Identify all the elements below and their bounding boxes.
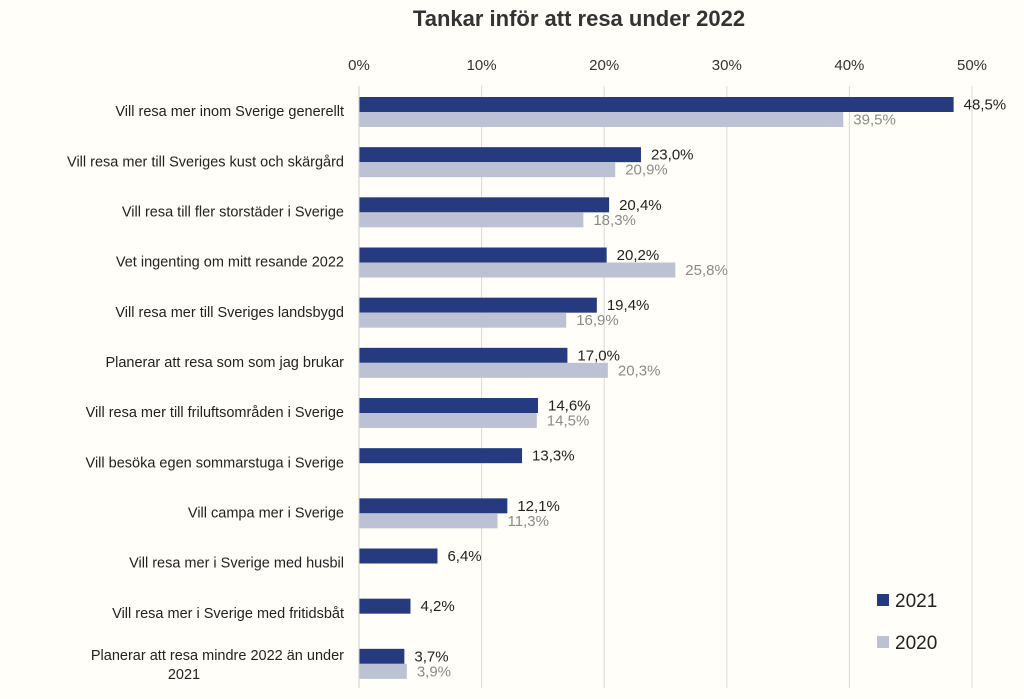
x-tick-label: 30% [712, 57, 742, 74]
legend-swatch-2021 [877, 594, 889, 606]
data-label-2021: 4,2% [420, 598, 454, 615]
bar-2020 [359, 262, 676, 278]
bar-2020 [359, 312, 567, 328]
bar-2021 [359, 97, 954, 112]
data-label-2021: 12,1% [517, 498, 560, 515]
data-label-2021: 3,7% [414, 648, 448, 665]
bar-2021 [359, 398, 538, 413]
bar-2020 [359, 413, 537, 428]
data-label-2021: 6,4% [447, 548, 481, 565]
data-label-2020: 39,5% [853, 112, 896, 129]
category-label: Vill resa mer i Sverige med fritidsbåt [112, 606, 344, 622]
bar-2021 [359, 297, 597, 313]
data-label-2021: 17,0% [577, 347, 620, 364]
data-label-2021: 19,4% [607, 297, 650, 314]
category-label: Vill campa mer i Sverige [188, 505, 344, 521]
data-label-2021: 23,0% [651, 147, 694, 164]
bar-2021 [359, 548, 438, 564]
legend-swatch-2020 [877, 636, 889, 648]
category-label: Vill besöka egen sommarstuga i Sverige [86, 455, 344, 471]
legend-label-2020: 2020 [895, 633, 937, 654]
bar-2021 [359, 347, 568, 363]
bar-2020 [359, 212, 584, 228]
x-tick-label: 20% [589, 57, 619, 74]
bar-2021 [359, 648, 405, 664]
category-label-line: Planerar att resa mindre 2022 än under [91, 648, 344, 664]
category-label-line: 2021 [168, 667, 200, 683]
bar-2020 [359, 112, 844, 127]
data-label-2020: 18,3% [593, 212, 636, 229]
data-label-2020: 3,9% [417, 663, 451, 680]
bar-2021 [359, 197, 610, 213]
data-label-2020: 20,3% [618, 362, 661, 379]
bar-2021 [359, 448, 523, 464]
data-label-2020: 20,9% [625, 162, 668, 179]
data-label-2021: 14,6% [548, 398, 591, 415]
x-tick-label: 40% [834, 57, 864, 74]
legend: 2021 2020 [877, 591, 937, 654]
category-label: Planerar att resa mindre 2022 än under 20… [91, 648, 344, 683]
data-label-2020: 11,3% [508, 513, 549, 530]
category-labels: Vill resa mer inom Sverige generellt Vill… [67, 104, 344, 683]
bar-2020 [359, 362, 608, 378]
bar-2021 [359, 498, 508, 514]
category-label: Vet ingenting om mitt resande 2022 [116, 255, 344, 271]
category-label: Planerar att resa som som jag brukar [105, 355, 344, 371]
x-tick-label: 0% [348, 57, 370, 74]
bar-2021 [359, 598, 411, 614]
x-tick-label: 50% [957, 57, 987, 74]
category-label: Vill resa mer till Sveriges landsbygd [115, 305, 344, 321]
data-label-2021: 13,3% [532, 448, 575, 465]
bar-2021 [359, 247, 607, 263]
data-labels: 48,5% 23,0% 20,4% 20,2% 19,4% 17,0% 14,6% 13,3%… [414, 97, 1006, 681]
chart-title: Tankar inför att resa under 2022 [413, 6, 745, 31]
data-label-2020: 25,8% [685, 262, 728, 279]
legend-label-2021: 2021 [895, 591, 937, 612]
category-label: Vill resa mer till friluftsområden i Sve… [86, 405, 344, 421]
gridlines [481, 86, 973, 688]
data-label-2021: 48,5% [964, 97, 1007, 114]
x-tick-label: 10% [467, 57, 497, 74]
bars [359, 97, 954, 679]
bar-2020 [359, 663, 407, 679]
x-axis-ticks: 0% 10% 20% 30% 40% 50% [348, 57, 987, 74]
data-label-2021: 20,2% [617, 247, 660, 264]
data-label-2020: 16,9% [576, 312, 619, 329]
data-label-2021: 20,4% [619, 197, 662, 214]
category-label: Vill resa mer i Sverige med husbil [129, 556, 344, 572]
category-label: Vill resa mer inom Sverige generellt [115, 104, 344, 120]
data-label-2020: 14,5% [547, 413, 590, 430]
category-label: Vill resa till fler storstäder i Sverige [122, 204, 344, 220]
bar-2020 [359, 513, 498, 529]
bar-2021 [359, 147, 641, 163]
bar-2020 [359, 162, 616, 178]
category-label: Vill resa mer till Sveriges kust och skä… [67, 154, 344, 170]
